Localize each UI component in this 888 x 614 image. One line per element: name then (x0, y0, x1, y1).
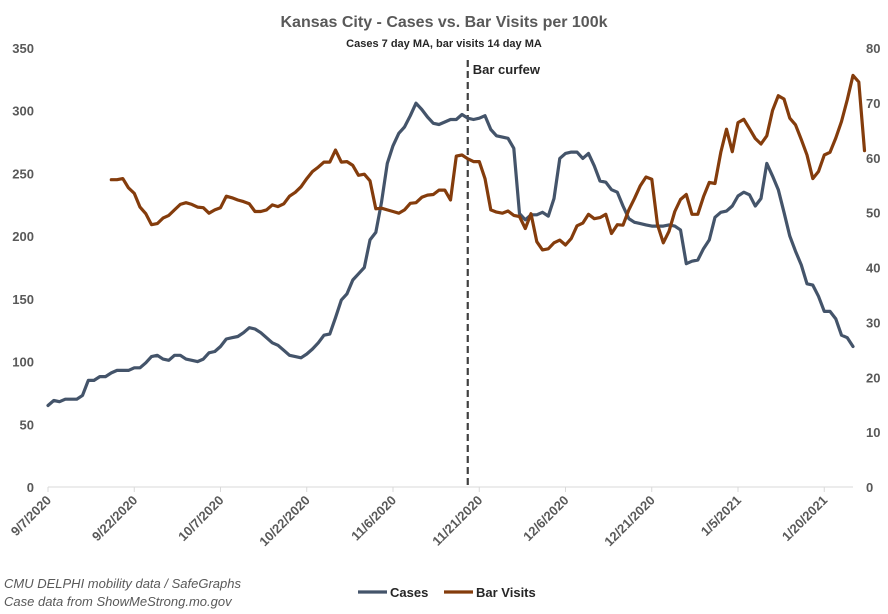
left-tick-label: 250 (12, 166, 34, 181)
x-tick-label: 12/21/2020 (601, 493, 658, 550)
left-axis-ticks: 0 50 100 150 200 250 300 350 (12, 41, 34, 495)
chart-subtitle: Cases 7 day MA, bar visits 14 day MA (346, 38, 542, 50)
x-tick-label: 11/6/2020 (348, 493, 399, 544)
x-tick-label: 9/22/2020 (89, 493, 141, 545)
bar-curfew-label: Bar curfew (473, 62, 541, 77)
right-axis-ticks: 0 10 20 30 40 50 60 70 80 (866, 41, 880, 495)
right-tick-label: 70 (866, 96, 880, 111)
x-tick-label: 10/22/2020 (256, 493, 313, 550)
right-tick-label: 20 (866, 370, 880, 385)
source-line-1: CMU DELPHI mobility data / SafeGraphs (4, 576, 241, 591)
right-tick-label: 30 (866, 315, 880, 330)
x-tick-label: 1/5/2021 (698, 493, 744, 539)
left-tick-label: 200 (12, 229, 34, 244)
right-tick-label: 80 (866, 41, 880, 56)
x-tick-label: 12/6/2020 (520, 493, 572, 545)
legend: Cases Bar Visits (358, 585, 536, 600)
left-tick-label: 300 (12, 104, 34, 119)
series-line-bar-visits (109, 73, 867, 252)
x-tick-label: 9/7/2020 (8, 493, 54, 539)
legend-label-cases: Cases (390, 585, 428, 600)
x-tick-label: 10/7/2020 (175, 493, 227, 545)
left-tick-label: 350 (12, 41, 34, 56)
right-tick-label: 10 (866, 425, 880, 440)
right-tick-label: 40 (866, 261, 880, 276)
left-tick-label: 0 (27, 480, 34, 495)
left-tick-label: 150 (12, 292, 34, 307)
right-tick-label: 60 (866, 151, 880, 166)
source-line-2: Case data from ShowMeStrong.mo.gov (4, 594, 232, 609)
legend-label-bar-visits: Bar Visits (476, 585, 536, 600)
left-tick-label: 100 (12, 355, 34, 370)
x-tick-label: 1/20/2021 (779, 493, 831, 545)
right-tick-label: 0 (866, 480, 873, 495)
series-line-cases (46, 101, 855, 408)
x-axis-ticks: 9/7/2020 9/22/2020 10/7/2020 10/22/2020 11/6… (8, 487, 831, 550)
left-tick-label: 50 (20, 417, 34, 432)
chart-title: Kansas City - Cases vs. Bar Visits per 1… (281, 14, 608, 31)
right-tick-label: 50 (866, 206, 880, 221)
x-tick-label: 11/21/2020 (429, 493, 485, 549)
